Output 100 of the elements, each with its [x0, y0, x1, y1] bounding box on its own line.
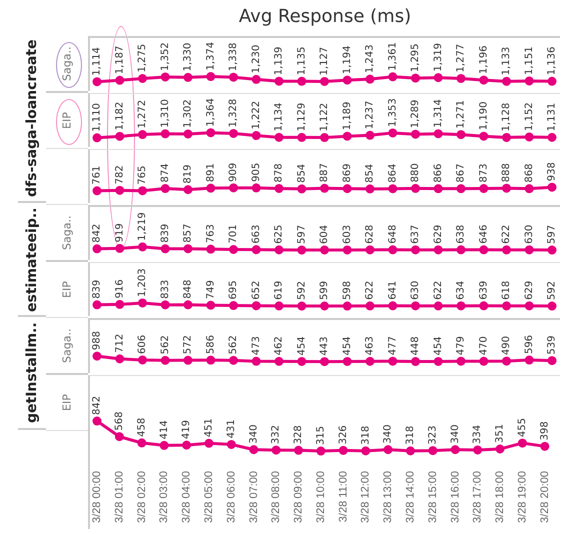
- x-tick-label: 3/28 12:00: [360, 471, 372, 524]
- data-label: 443: [319, 336, 330, 356]
- y-axis-title: EIP: [46, 375, 88, 431]
- data-label: 701: [228, 224, 240, 244]
- x-tick-label: 3/28 19:00: [516, 471, 528, 524]
- data-label: 328: [293, 425, 304, 444]
- data-label: 763: [205, 224, 216, 244]
- data-label: 646: [478, 224, 490, 244]
- data-label: 1,314: [432, 99, 444, 128]
- data-label: 938: [546, 162, 558, 182]
- data-label: 1,136: [546, 46, 558, 76]
- data-label: 1,151: [524, 46, 535, 75]
- data-label: 629: [524, 280, 535, 300]
- data-label: 1,271: [456, 100, 467, 129]
- x-tick-label: 3/28 09:00: [292, 471, 305, 524]
- data-label: 462: [274, 336, 285, 356]
- x-tick-label: 3/28 07:00: [248, 471, 260, 524]
- data-label: 1,219: [137, 212, 148, 241]
- data-label: 712: [114, 334, 126, 353]
- data-label: 629: [432, 224, 444, 244]
- data-label: 638: [456, 224, 467, 244]
- data-label: 848: [182, 280, 194, 299]
- data-label: 1,187: [114, 46, 126, 74]
- data-label: 648: [387, 224, 398, 244]
- data-label: 1,302: [182, 99, 194, 128]
- data-label: 596: [524, 334, 535, 354]
- data-label: 1,353: [387, 98, 398, 127]
- data-label: 455: [517, 418, 528, 438]
- y-axis-title: Saga..: [46, 318, 88, 375]
- data-label: 842: [92, 396, 103, 416]
- data-label: 833: [160, 280, 171, 299]
- y-axis-title: Saga..: [46, 36, 88, 93]
- data-label: 451: [204, 418, 215, 438]
- data-label: 1,182: [114, 102, 126, 130]
- data-label: 854: [364, 164, 376, 183]
- data-label: 586: [205, 335, 216, 354]
- data-label: 866: [432, 164, 444, 183]
- data-label: 782: [114, 165, 126, 184]
- data-label: 652: [250, 280, 262, 300]
- data-label: 334: [472, 424, 484, 444]
- data-label: 1,114: [92, 47, 103, 76]
- data-label: 448: [410, 336, 422, 356]
- data-label: 490: [501, 336, 512, 356]
- data-label: 454: [432, 336, 444, 356]
- data-label: 598: [342, 280, 353, 300]
- data-label: 663: [250, 224, 262, 244]
- data-label: 1,338: [228, 42, 240, 72]
- data-label: 599: [319, 280, 330, 300]
- data-label: 842: [92, 224, 103, 243]
- data-label: 1,196: [478, 45, 490, 74]
- data-label: 1,203: [137, 268, 148, 297]
- data-label: 1,237: [364, 100, 376, 130]
- x-tick-label: 3/28 18:00: [494, 471, 506, 524]
- data-label: 431: [226, 419, 237, 438]
- data-label: 1,328: [228, 98, 240, 128]
- data-label: 916: [114, 279, 126, 298]
- y-axis-title: EIP: [46, 93, 88, 149]
- data-label: 1,134: [274, 102, 285, 132]
- x-tick-label: 3/28 10:00: [314, 471, 327, 524]
- text: Avg Response (ms): [238, 6, 412, 27]
- data-label: 1,277: [456, 44, 467, 72]
- data-label: 1,243: [364, 44, 376, 74]
- x-tick-label: 3/28 02:00: [136, 471, 148, 524]
- data-label: 332: [270, 424, 282, 444]
- data-label: 414: [158, 420, 170, 440]
- data-label: 606: [137, 334, 148, 354]
- data-label: 1,194: [342, 45, 353, 74]
- data-label: 1,374: [205, 42, 216, 71]
- x-tick-label: 3/28 17:00: [472, 471, 484, 524]
- x-tick-label: 3/28 20:00: [538, 471, 551, 524]
- data-label: 618: [501, 280, 512, 300]
- data-label: 628: [364, 224, 376, 244]
- data-label: 470: [478, 336, 490, 356]
- data-label: 1,128: [501, 102, 512, 132]
- data-label: 880: [410, 163, 422, 182]
- data-label: 603: [342, 224, 353, 244]
- x-tick-label: 3/28 14:00: [404, 471, 416, 524]
- data-label: 1,364: [205, 98, 216, 127]
- data-label: 592: [296, 280, 308, 300]
- data-label: 868: [524, 164, 535, 183]
- data-label: 419: [181, 420, 192, 440]
- data-label: 622: [501, 224, 512, 244]
- data-label: 909: [228, 162, 240, 182]
- data-label: 878: [274, 163, 285, 182]
- data-label: 622: [364, 280, 376, 300]
- data-label: 839: [92, 280, 103, 299]
- data-label: 572: [182, 335, 194, 354]
- data-label: 326: [338, 425, 349, 444]
- data-label: 315: [315, 426, 326, 446]
- data-label: 637: [410, 224, 422, 244]
- data-label: 1,133: [501, 46, 512, 76]
- data-label: 819: [182, 164, 194, 184]
- x-tick-label: 3/28 08:00: [270, 471, 282, 524]
- data-label: 340: [450, 424, 461, 444]
- data-label: 695: [228, 280, 240, 300]
- data-label: 1,131: [546, 102, 558, 132]
- data-label: 1,230: [250, 44, 262, 74]
- data-label: 323: [427, 426, 438, 445]
- data-label: 568: [114, 412, 125, 431]
- data-label: 630: [410, 280, 422, 300]
